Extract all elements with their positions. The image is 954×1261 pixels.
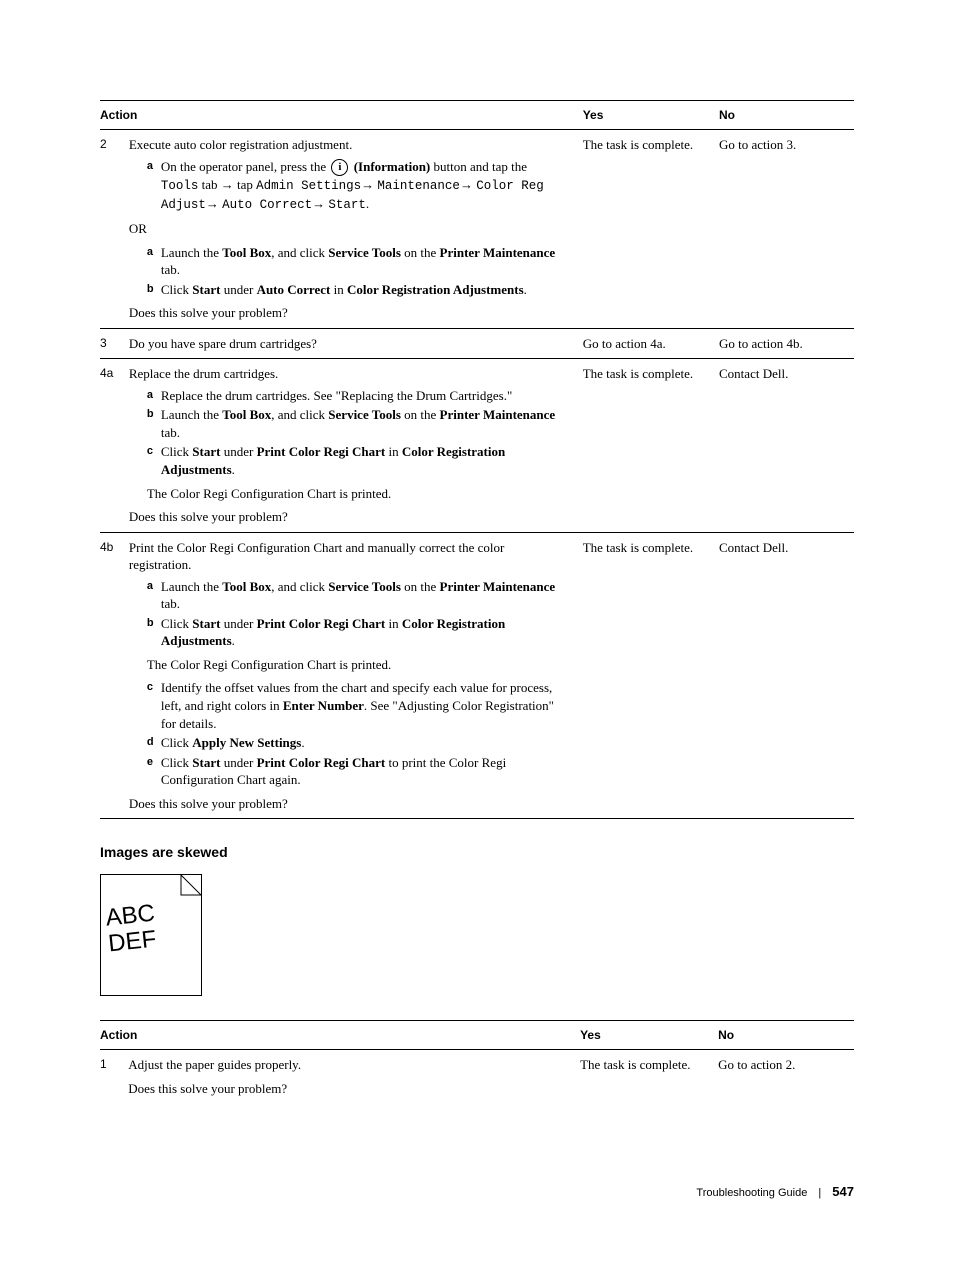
row-num: 4a [100, 359, 129, 532]
table-row: 4a Replace the drum cartridges. a Replac… [100, 359, 854, 532]
yes-result: The task is complete. [583, 130, 719, 329]
troubleshooting-table-2: Action Yes No 1 Adjust the paper guides … [100, 1020, 854, 1103]
yes-result: The task is complete. [580, 1050, 718, 1104]
col-action: Action [100, 101, 583, 130]
no-result: Go to action 2. [718, 1050, 854, 1104]
step: a On the operator panel, press the i (In… [147, 158, 563, 214]
skew-sample-text: ABC DEF [104, 901, 159, 959]
col-yes: Yes [583, 101, 719, 130]
step: b Click Start under Print Color Regi Cha… [147, 615, 563, 650]
closing-question: Does this solve your problem? [129, 795, 563, 813]
row-action: Print the Color Regi Configuration Chart… [129, 532, 583, 819]
step: d Click Apply New Settings. [147, 734, 563, 752]
page-number: 547 [832, 1184, 854, 1199]
intro-text: Replace the drum cartridges. [129, 365, 563, 383]
row-num: 2 [100, 130, 129, 329]
section-heading: Images are skewed [100, 843, 854, 862]
closing-question: Does this solve your problem? [128, 1080, 560, 1098]
step: a Launch the Tool Box, and click Service… [147, 578, 563, 613]
table-row: 3 Do you have spare drum cartridges? Go … [100, 328, 854, 359]
intro-text: Execute auto color registration adjustme… [129, 136, 563, 154]
row-action: Do you have spare drum cartridges? [129, 328, 583, 359]
table-row: 4b Print the Color Regi Configuration Ch… [100, 532, 854, 819]
intro-text: Adjust the paper guides properly. [128, 1056, 560, 1074]
table-row: 2 Execute auto color registration adjust… [100, 130, 854, 329]
note-text: The Color Regi Configuration Chart is pr… [147, 656, 563, 674]
info-icon: i [331, 159, 348, 176]
row-action: Replace the drum cartridges. a Replace t… [129, 359, 583, 532]
step: b Launch the Tool Box, and click Service… [147, 406, 563, 441]
col-no: No [718, 1021, 854, 1050]
step: b Click Start under Auto Correct in Colo… [147, 281, 563, 299]
step: e Click Start under Print Color Regi Cha… [147, 754, 563, 789]
yes-result: The task is complete. [583, 532, 719, 819]
row-action: Execute auto color registration adjustme… [129, 130, 583, 329]
table-row: 1 Adjust the paper guides properly. Does… [100, 1050, 854, 1104]
col-yes: Yes [580, 1021, 718, 1050]
footer-separator: | [818, 1187, 821, 1199]
closing-question: Does this solve your problem? [129, 508, 563, 526]
col-action: Action [100, 1021, 580, 1050]
row-num: 1 [100, 1050, 128, 1104]
closing-question: Does this solve your problem? [129, 304, 563, 322]
no-result: Contact Dell. [719, 359, 854, 532]
troubleshooting-table-1: Action Yes No 2 Execute auto color regis… [100, 100, 854, 819]
yes-result: Go to action 4a. [583, 328, 719, 359]
no-result: Go to action 4b. [719, 328, 854, 359]
no-result: Go to action 3. [719, 130, 854, 329]
row-num: 3 [100, 328, 129, 359]
step: a Launch the Tool Box, and click Service… [147, 244, 563, 279]
step: c Click Start under Print Color Regi Cha… [147, 443, 563, 478]
step: c Identify the offset values from the ch… [147, 679, 563, 732]
no-result: Contact Dell. [719, 532, 854, 819]
skewed-image-diagram: ABC DEF [100, 874, 202, 996]
col-no: No [719, 101, 854, 130]
footer-label: Troubleshooting Guide [696, 1187, 807, 1199]
step: a Replace the drum cartridges. See "Repl… [147, 387, 563, 405]
page-footer: Troubleshooting Guide | 547 [100, 1183, 854, 1201]
row-num: 4b [100, 532, 129, 819]
row-action: Adjust the paper guides properly. Does t… [128, 1050, 580, 1104]
or-divider: OR [129, 220, 563, 238]
yes-result: The task is complete. [583, 359, 719, 532]
intro-text: Print the Color Regi Configuration Chart… [129, 539, 563, 574]
note-text: The Color Regi Configuration Chart is pr… [147, 485, 563, 503]
